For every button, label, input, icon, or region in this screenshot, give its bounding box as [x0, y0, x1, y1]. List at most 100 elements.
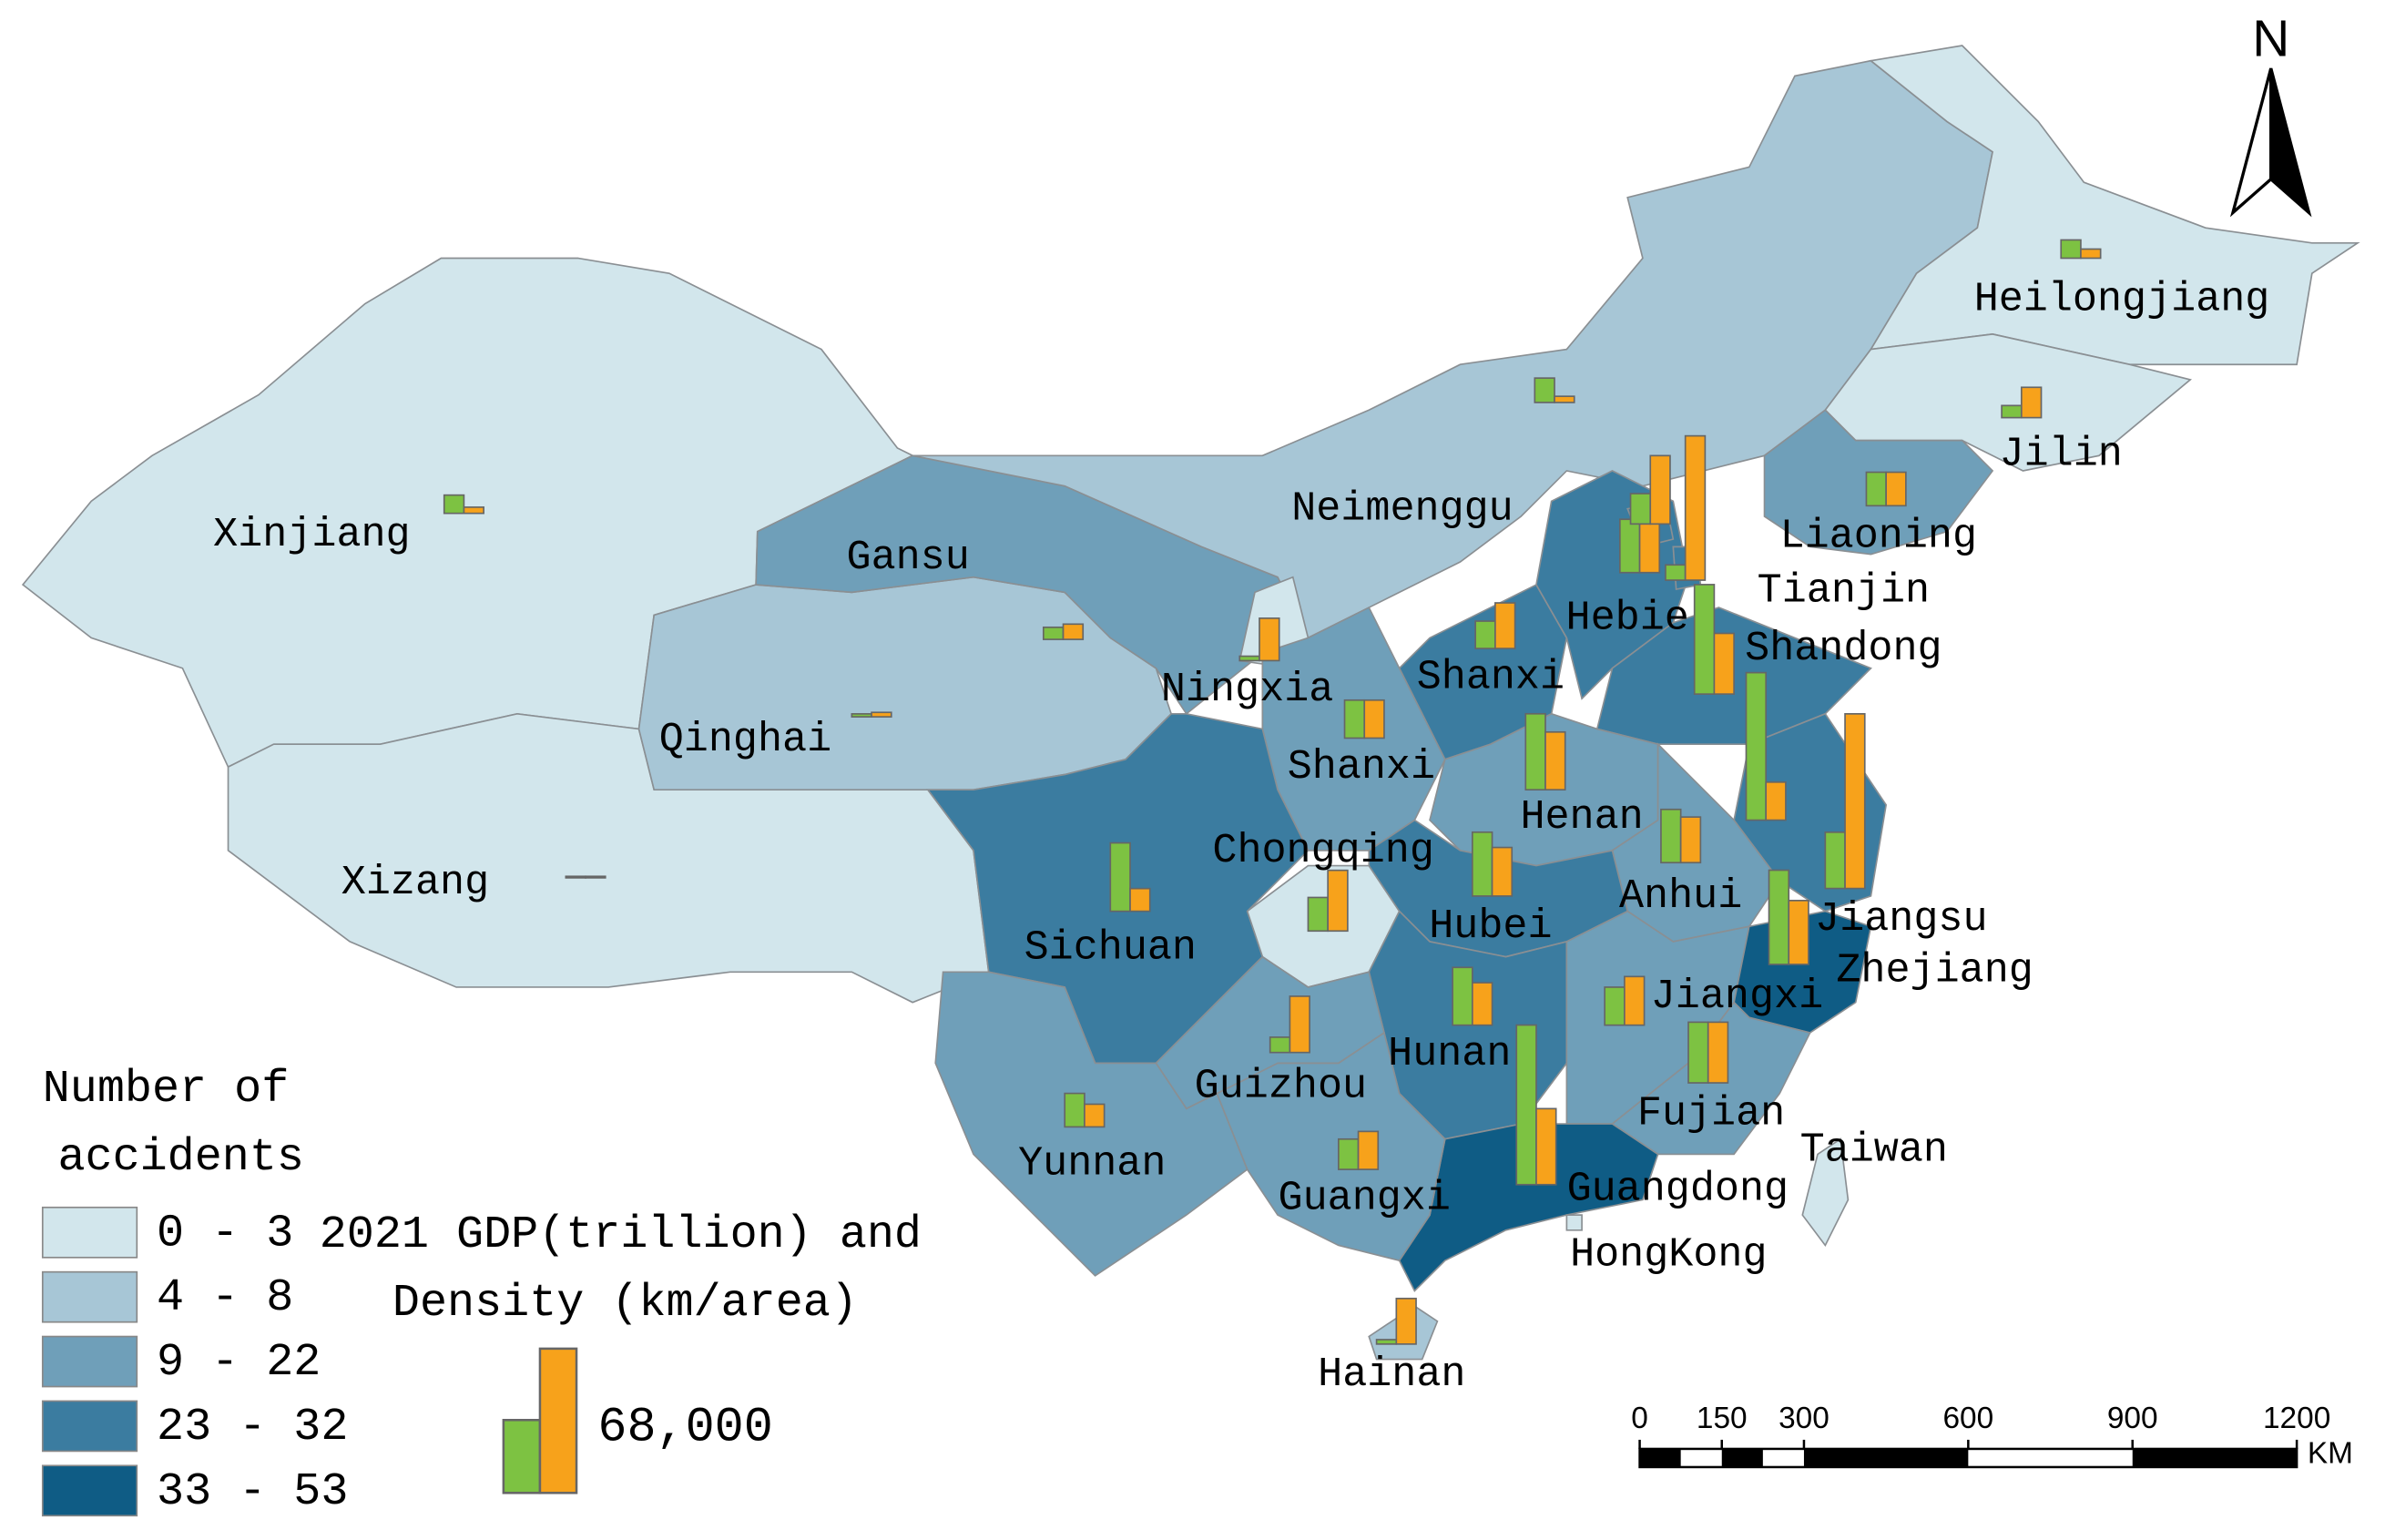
gdp-bar	[1604, 986, 1626, 1026]
province-label: Shanxi	[1288, 743, 1435, 790]
density-bar	[1289, 995, 1310, 1054]
province-label: Hainan	[1318, 1351, 1465, 1398]
gdp-bar	[1768, 869, 1790, 965]
bar-legend-value: 68,000	[597, 1402, 772, 1456]
gdp-bar	[1042, 626, 1065, 640]
province-label: Xizang	[341, 859, 489, 906]
scale-segment	[1639, 1448, 1681, 1467]
province-label: Anhui	[1619, 872, 1742, 920]
gdp-bar	[1238, 655, 1260, 662]
province-label: Hebie	[1566, 595, 1689, 642]
province-label: Henan	[1520, 793, 1643, 841]
province-label: Jiangsu	[1815, 895, 1987, 943]
density-bar	[1129, 887, 1151, 913]
province-label: Zhejiang	[1836, 947, 2033, 994]
legend-label: 4 - 8	[157, 1272, 293, 1324]
gdp-bar	[1534, 377, 1555, 403]
province-label: Hubei	[1429, 903, 1552, 950]
density-bar	[1494, 602, 1516, 649]
legend-title: Number of	[43, 1064, 290, 1116]
density-bar	[1363, 699, 1385, 739]
province-label: Heilongjiang	[1974, 275, 2270, 322]
province-label: Taiwan	[1800, 1126, 1948, 1173]
gdp-bar	[2001, 404, 2023, 419]
density-bar	[1624, 975, 1646, 1026]
scale-tick-label: 900	[2107, 1402, 2158, 1435]
gdp-bar	[1687, 1021, 1709, 1084]
province	[1801, 1137, 1850, 1248]
gdp-bar	[1343, 699, 1366, 739]
province-label: Chongqing	[1212, 827, 1433, 874]
density-bar	[1491, 846, 1514, 897]
density-bar	[1649, 454, 1671, 525]
gdp-bar	[1745, 671, 1768, 821]
density-bar	[1765, 780, 1787, 821]
density-bar	[1544, 730, 1566, 791]
density-bar	[871, 711, 892, 718]
density-bar	[1554, 395, 1575, 403]
density-bar	[1084, 1103, 1106, 1128]
gdp-bar	[1515, 1024, 1537, 1186]
gdp-bar	[1660, 808, 1682, 864]
province-label: Qinghai	[659, 716, 831, 763]
province-label: Sichuan	[1024, 924, 1197, 972]
gdp-bar	[1452, 966, 1473, 1026]
gdp-bar	[1307, 896, 1329, 933]
gdp-bar	[1665, 564, 1687, 581]
gdp-bar	[1474, 620, 1496, 649]
province-label: Xinjiang	[213, 511, 410, 558]
legend-label: 33 - 53	[157, 1466, 348, 1518]
gdp-bar	[1629, 493, 1652, 525]
north-label: N	[2252, 11, 2289, 68]
province	[1565, 1214, 1583, 1231]
legend-swatch	[41, 1464, 138, 1517]
bar-legend-title: 2021 GDP(trillion) and	[320, 1209, 922, 1261]
province-label: HongKong	[1570, 1230, 1767, 1278]
province-label: Guangdong	[1567, 1166, 1789, 1213]
gdp-bar	[1338, 1137, 1360, 1170]
arrow-right	[2269, 67, 2312, 218]
province-label: Guangxi	[1279, 1175, 1451, 1222]
scale-segment	[2132, 1448, 2298, 1467]
density-bar	[1535, 1107, 1557, 1186]
arrow-left	[2229, 67, 2273, 218]
scale-tick-label: 150	[1697, 1402, 1748, 1435]
gdp-bar	[565, 875, 586, 879]
gdp-bar	[1375, 1339, 1398, 1345]
density-bar	[2080, 248, 2102, 260]
legend-label: 23 - 32	[157, 1402, 348, 1453]
labels: Xinjiang Xizang Qinghai Gansu Neimenggu Heilo…	[213, 275, 2269, 1398]
legend-swatch	[41, 1400, 138, 1453]
gdp-bar	[2060, 239, 2082, 260]
province	[1869, 45, 2360, 366]
gdp-bar	[1824, 831, 1846, 890]
legend-title: accidents	[57, 1132, 304, 1184]
density-bar	[1327, 869, 1349, 933]
density-bar	[1638, 515, 1661, 574]
bar-legend-title: Density (km/area)	[392, 1278, 858, 1330]
provinces	[21, 45, 2360, 1361]
density-bar	[1713, 632, 1735, 695]
density-bar	[1684, 434, 1707, 581]
gdp-bar	[1471, 831, 1493, 897]
province-label: Neimenggu	[1291, 485, 1513, 533]
gdp-bar	[443, 494, 465, 515]
scale-tick-label: 300	[1779, 1402, 1830, 1435]
gdp-bar	[851, 713, 872, 718]
gdp-bar	[1524, 712, 1546, 791]
scale-tick-label: 1200	[2263, 1402, 2330, 1435]
province-label: Jiangxi	[1651, 973, 1823, 1020]
scale-segment	[1803, 1448, 1969, 1467]
gdp-bar	[1269, 1036, 1291, 1054]
province-label: Liaoning	[1780, 513, 1977, 560]
density-bar	[1357, 1130, 1380, 1170]
north-arrow: N	[2229, 11, 2312, 218]
legend-swatch	[41, 1270, 138, 1323]
density-bar	[1679, 816, 1702, 864]
province-label: Hunan	[1388, 1030, 1511, 1077]
gdp-bar	[1064, 1092, 1085, 1128]
province-label: Fujian	[1637, 1089, 1785, 1137]
legend-gdp-bar	[502, 1419, 542, 1494]
density-bar	[585, 875, 606, 879]
